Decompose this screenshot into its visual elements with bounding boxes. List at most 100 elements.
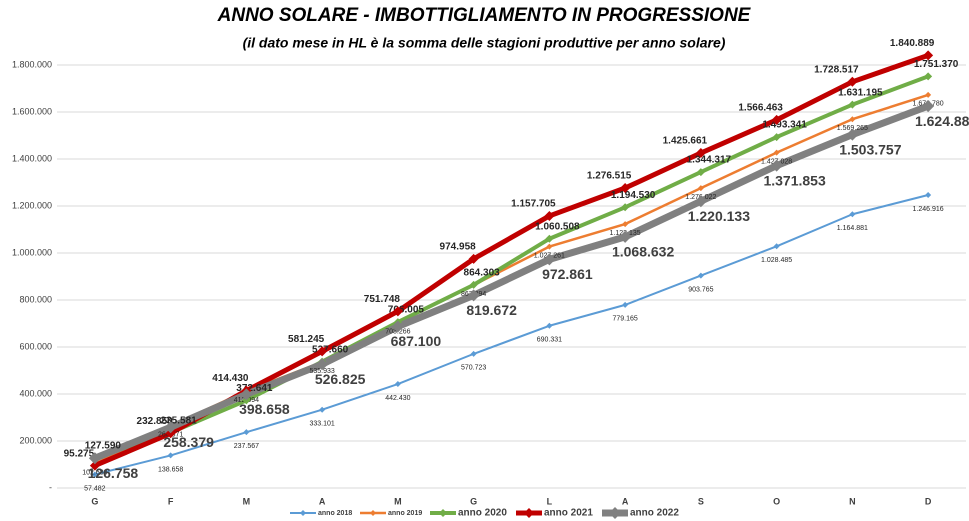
- x-tick-label: G: [470, 496, 477, 506]
- data-point: [924, 72, 933, 81]
- series-line: [94, 74, 929, 460]
- data-label: 706.005: [388, 305, 425, 316]
- y-tick-label: 600.000: [19, 341, 52, 351]
- data-label: 1.194.530: [611, 190, 656, 201]
- data-point: [546, 322, 553, 329]
- data-point: [770, 159, 783, 172]
- data-label: 1.425.661: [663, 136, 708, 147]
- legend-label: anno 2018: [318, 510, 352, 517]
- x-tick-label: D: [925, 496, 932, 506]
- data-point: [164, 421, 177, 434]
- y-tick-label: 800.000: [19, 294, 52, 304]
- data-point: [242, 396, 251, 405]
- legend-marker: [609, 507, 621, 519]
- data-label: 237.567: [234, 443, 259, 450]
- data-point: [849, 116, 856, 123]
- data-point: [773, 149, 780, 156]
- x-tick-label: F: [168, 496, 174, 506]
- data-point: [467, 289, 480, 302]
- data-label: 690.331: [537, 337, 562, 344]
- data-label: 535.933: [309, 368, 334, 375]
- data-label: 1.631.195: [838, 87, 883, 98]
- data-point: [922, 100, 935, 113]
- data-label: 1.569.265: [837, 125, 868, 132]
- legend-marker: [439, 509, 447, 517]
- data-point: [847, 76, 858, 87]
- data-point: [771, 114, 782, 125]
- data-label: 864.303: [464, 268, 501, 279]
- data-point: [697, 272, 704, 279]
- x-tick-label: A: [319, 496, 326, 506]
- legend-label: anno 2020: [458, 508, 507, 519]
- legend-label: anno 2022: [630, 508, 679, 519]
- data-point: [622, 301, 629, 308]
- data-label: 526.825: [315, 371, 366, 387]
- data-label: 1.164.881: [837, 225, 868, 232]
- data-label: 398.658: [239, 401, 290, 417]
- data-point: [469, 280, 478, 289]
- data-point: [694, 195, 707, 208]
- data-label: 581.245: [288, 334, 325, 345]
- data-point: [773, 243, 780, 250]
- x-tick-label: M: [243, 496, 251, 506]
- data-label: 333.101: [309, 421, 334, 428]
- series-line: [93, 102, 930, 462]
- data-label: 126.758: [88, 465, 139, 481]
- legend-marker: [370, 510, 376, 516]
- data-point: [89, 460, 100, 471]
- data-point: [849, 211, 856, 218]
- data-point: [316, 358, 329, 371]
- y-tick-label: 1.200.000: [12, 200, 52, 210]
- data-point: [544, 210, 555, 221]
- data-point: [923, 50, 934, 61]
- data-point: [240, 388, 253, 401]
- data-label: 1.060.508: [535, 221, 580, 232]
- data-point: [925, 191, 932, 198]
- x-tick-label: M: [394, 496, 402, 506]
- y-tick-label: -: [49, 482, 52, 492]
- data-label: 1.566.463: [738, 103, 783, 114]
- data-label: 1.068.632: [612, 244, 674, 260]
- legend-label: anno 2019: [388, 510, 422, 517]
- data-point: [88, 452, 101, 465]
- data-label: 232.850: [137, 416, 174, 427]
- data-label: 127.590: [85, 441, 122, 452]
- legend-marker: [524, 508, 534, 518]
- data-label: 570.723: [461, 365, 486, 372]
- data-label: 687.100: [391, 333, 442, 349]
- y-tick-label: 200.000: [19, 435, 52, 445]
- data-label: 414.430: [212, 373, 249, 384]
- data-label: 138.658: [158, 466, 183, 473]
- data-point: [695, 147, 706, 158]
- data-point: [697, 185, 704, 192]
- data-point: [619, 230, 632, 243]
- legend-marker: [300, 510, 306, 516]
- data-label: 1.276.515: [587, 171, 632, 182]
- data-point: [317, 346, 328, 357]
- data-point: [772, 133, 781, 142]
- y-tick-label: 1.000.000: [12, 247, 52, 257]
- data-label: 1.503.757: [839, 141, 901, 157]
- data-label: 1.371.853: [763, 172, 825, 188]
- data-label: 1.246.916: [913, 206, 944, 213]
- data-label: 1.220.133: [688, 208, 750, 224]
- data-point: [622, 221, 629, 228]
- data-label: 95.275: [64, 448, 95, 459]
- data-label: 442.430: [385, 395, 410, 402]
- data-label: 1.157.705: [511, 199, 556, 210]
- data-label: 819.672: [466, 302, 517, 318]
- data-label: 258.379: [163, 434, 214, 450]
- data-point: [620, 183, 631, 194]
- x-tick-label: N: [849, 496, 856, 506]
- x-tick-label: S: [698, 496, 704, 506]
- data-point: [319, 406, 326, 413]
- data-label: 1.728.517: [814, 64, 859, 75]
- data-label: 779.165: [612, 316, 637, 323]
- chart-title: ANNO SOLARE - IMBOTTIGLIAMENTO IN PROGRE…: [217, 5, 752, 26]
- data-point: [470, 350, 477, 357]
- data-label: 102.683: [82, 470, 107, 477]
- data-point: [546, 243, 553, 250]
- data-point: [846, 128, 859, 141]
- data-point: [243, 429, 250, 436]
